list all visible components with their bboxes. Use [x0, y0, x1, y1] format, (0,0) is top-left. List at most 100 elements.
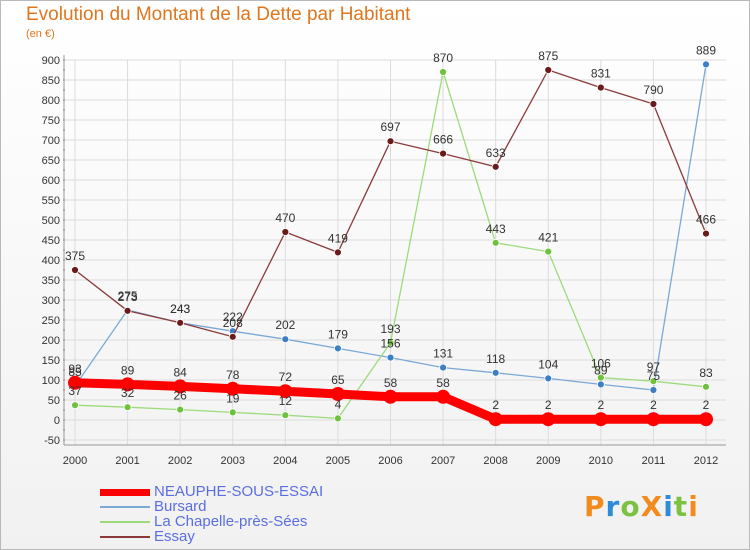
- data-point: [491, 238, 500, 247]
- data-point: [596, 380, 605, 389]
- data-label: 275: [118, 289, 138, 303]
- data-label: 208: [223, 316, 243, 330]
- data-label: 470: [275, 211, 295, 225]
- legend-label: La Chapelle-près-Sées: [154, 513, 308, 530]
- data-point: [386, 338, 395, 347]
- y-tick-label: 350: [42, 275, 60, 287]
- data-label: 243: [170, 302, 190, 316]
- data-point: [436, 389, 451, 404]
- y-tick-label: 400: [42, 255, 60, 267]
- data-point: [439, 149, 447, 158]
- data-label: 93: [68, 362, 82, 376]
- data-label: 78: [226, 368, 240, 382]
- chart-title: Evolution du Montant de la Dette par Hab…: [26, 4, 411, 25]
- y-tick-label: 550: [42, 195, 60, 207]
- data-label: 870: [433, 51, 453, 65]
- data-point: [123, 306, 132, 315]
- data-point: [228, 408, 237, 417]
- data-label: 156: [380, 337, 400, 351]
- y-tick-label: 300: [42, 295, 60, 307]
- data-point: [225, 381, 240, 396]
- x-tick-label: 2010: [589, 455, 613, 467]
- data-label: 85: [68, 365, 82, 379]
- y-tick-label: 800: [42, 95, 60, 107]
- data-label: 222: [223, 310, 243, 324]
- y-tick-label: 50: [48, 395, 60, 407]
- data-point: [330, 387, 345, 401]
- data-label: 131: [433, 347, 453, 361]
- data-label: 89: [121, 363, 135, 377]
- data-label: 273: [118, 290, 138, 304]
- data-point: [120, 377, 135, 392]
- legend-label: Bursard: [154, 498, 207, 515]
- data-label: 2: [650, 398, 657, 412]
- chart-subtitle: (en €): [26, 28, 55, 40]
- legend-swatch: [100, 521, 150, 523]
- data-label: 84: [173, 365, 187, 379]
- data-point: [596, 373, 605, 382]
- data-label: 375: [65, 249, 85, 263]
- x-tick-label: 2012: [694, 455, 718, 467]
- y-tick-label: 0: [54, 415, 60, 427]
- x-tick-label: 2000: [63, 455, 87, 467]
- data-label: 58: [384, 376, 398, 390]
- x-tick-label: 2008: [483, 455, 507, 467]
- data-label: 443: [486, 222, 506, 236]
- data-label: 97: [647, 360, 661, 374]
- data-label: 697: [380, 120, 400, 134]
- data-label: 831: [591, 67, 611, 81]
- data-point: [596, 83, 605, 92]
- x-tick-label: 2003: [221, 455, 245, 467]
- data-point: [281, 335, 290, 344]
- data-label: 37: [68, 384, 82, 398]
- data-label: 4: [335, 397, 342, 411]
- y-tick-label: 850: [42, 75, 60, 87]
- data-point: [488, 412, 503, 427]
- proxiti-logo: ProXiti: [584, 490, 699, 523]
- data-point: [123, 403, 132, 412]
- data-point: [68, 375, 82, 390]
- data-point: [593, 412, 608, 427]
- data-point: [439, 68, 447, 76]
- y-tick-label: 250: [42, 315, 60, 327]
- legend-swatch: [100, 489, 150, 496]
- legend-label: NEAUPHE-SOUS-ESSAI: [154, 483, 324, 500]
- data-point: [491, 368, 500, 377]
- data-point: [383, 389, 398, 404]
- data-point: [702, 229, 710, 238]
- data-label: 193: [380, 322, 400, 336]
- logo-letter: P: [584, 490, 606, 523]
- data-point: [173, 379, 188, 394]
- data-label: 2: [703, 398, 710, 412]
- x-tick-label: 2011: [642, 455, 666, 467]
- data-label: 2: [492, 398, 499, 412]
- data-point: [702, 382, 710, 391]
- y-tick-label: 900: [42, 55, 60, 67]
- data-label: 419: [328, 231, 348, 245]
- data-point: [541, 412, 556, 427]
- data-label: 466: [696, 213, 716, 227]
- data-point: [228, 332, 237, 341]
- data-label: 19: [226, 391, 240, 405]
- logo-letter: t: [673, 490, 689, 523]
- data-label: 32: [121, 386, 135, 400]
- data-label: 2: [597, 398, 604, 412]
- data-point: [699, 412, 713, 427]
- data-point: [491, 162, 500, 171]
- logo-letter: r: [605, 490, 621, 523]
- data-label: 875: [538, 49, 558, 63]
- data-point: [649, 386, 658, 394]
- x-tick-label: 2006: [378, 455, 402, 467]
- logo-letter: i: [688, 490, 699, 523]
- data-point: [281, 228, 290, 236]
- y-tick-label: 200: [42, 335, 60, 347]
- logo-letter: i: [663, 490, 674, 523]
- data-label: 2: [545, 398, 552, 412]
- data-point: [439, 363, 447, 372]
- x-tick-label: 2002: [168, 455, 192, 467]
- data-point: [71, 401, 79, 410]
- data-point: [278, 384, 293, 399]
- legend-label: Essay: [154, 528, 195, 545]
